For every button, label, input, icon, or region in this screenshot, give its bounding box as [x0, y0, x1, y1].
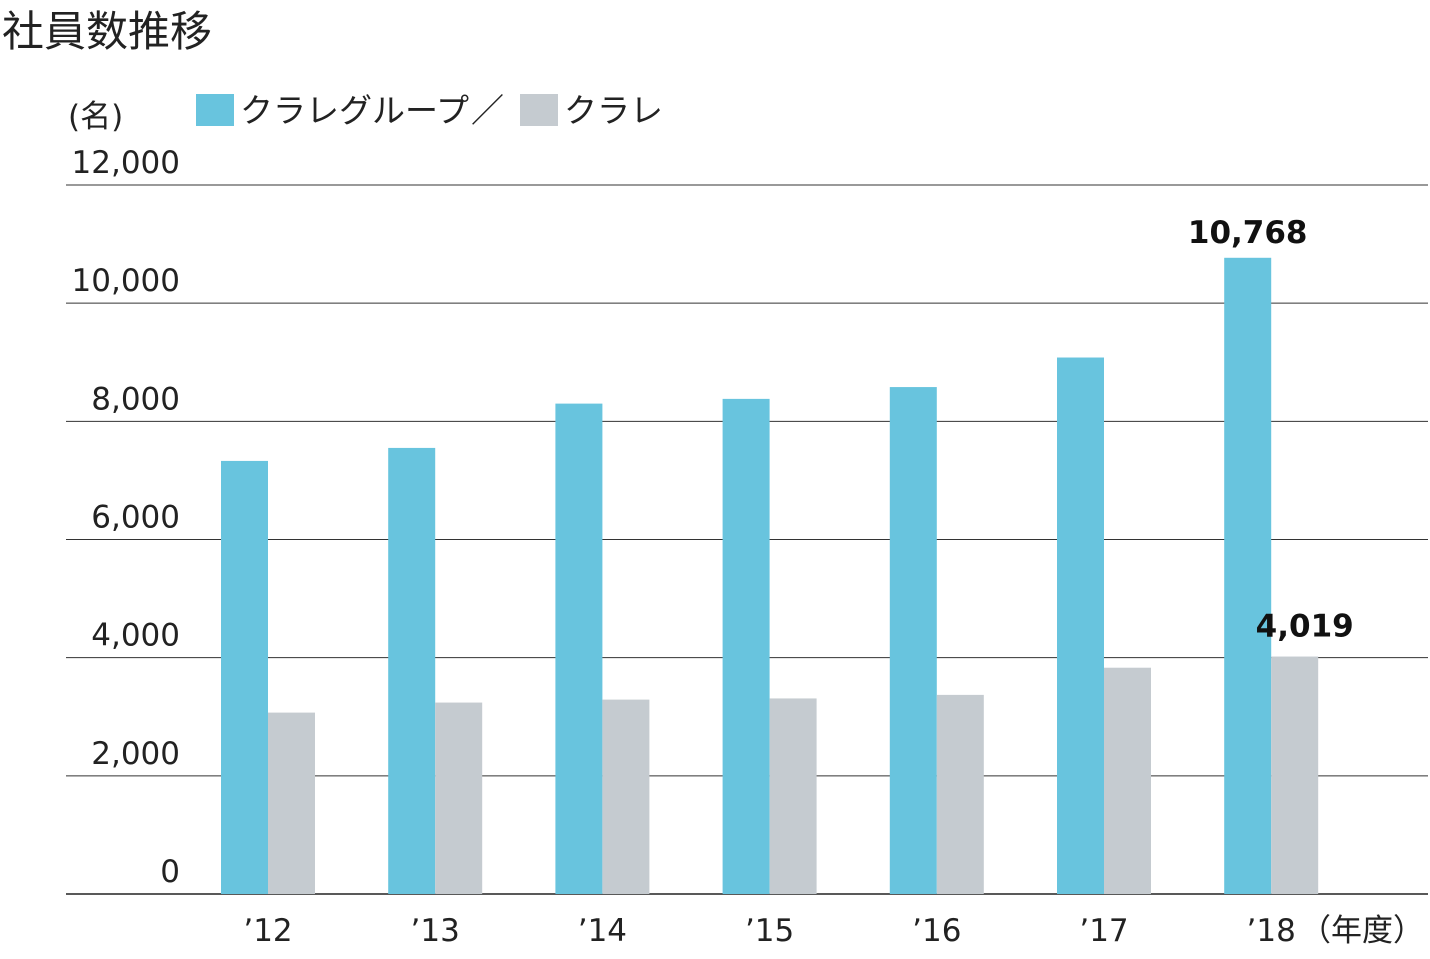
bar-kuraray — [1271, 656, 1319, 894]
bar-group — [221, 460, 268, 894]
x-tick-label: ’15 — [745, 913, 794, 949]
bar-group — [1057, 357, 1104, 895]
bar-kuraray — [268, 712, 315, 894]
x-tick-labels: ’12 ’13 ’14 ’15 ’16 ’17 ’18 — [243, 913, 1296, 949]
y-tick-label: 6,000 — [91, 500, 180, 536]
bar-kuraray — [769, 698, 817, 894]
y-tick-label: 12,000 — [72, 145, 180, 181]
legend-label-kuraray: クラレ — [564, 91, 663, 130]
x-tick-label: ’17 — [1079, 913, 1128, 949]
x-tick-label: ’12 — [243, 913, 292, 949]
legend: クラレグループ ／ クラレ — [196, 91, 663, 130]
value-labels: 10,768 4,019 — [1188, 215, 1354, 645]
bar-kuraray — [602, 699, 650, 894]
y-tick-label: 0 — [160, 854, 180, 890]
y-tick-label: 8,000 — [91, 381, 180, 417]
x-tick-label: ’18 — [1247, 913, 1296, 949]
bar-group — [722, 398, 770, 894]
bar-group — [555, 403, 603, 894]
y-tick-label: 2,000 — [91, 736, 180, 772]
bar-group — [1224, 257, 1272, 895]
x-tick-label: ’13 — [411, 913, 460, 949]
y-tick-labels: 0 2,000 4,000 6,000 8,000 10,000 12,000 — [72, 145, 180, 890]
bar-kuraray — [435, 702, 483, 894]
y-tick-label: 10,000 — [72, 263, 180, 299]
y-tick-label: 4,000 — [91, 618, 180, 654]
x-tick-label: ’14 — [578, 913, 627, 949]
legend-swatch-group — [196, 94, 234, 126]
x-axis-unit: （年度） — [1300, 913, 1424, 949]
chart-title: 社員数推移 — [2, 7, 213, 56]
bar-kuraray — [936, 694, 984, 894]
legend-swatch-kuraray — [520, 94, 558, 126]
legend-label-group: クラレグループ — [240, 91, 469, 130]
value-label-kuraray-2018: 4,019 — [1256, 609, 1354, 645]
x-tick-label: ’16 — [912, 913, 961, 949]
bar-kuraray — [1104, 667, 1151, 894]
legend-separator: ／ — [471, 91, 504, 130]
bar-group — [388, 447, 436, 894]
bars — [221, 257, 1319, 895]
bar-group — [889, 387, 937, 894]
value-label-group-2018: 10,768 — [1188, 215, 1308, 251]
y-axis-label: (名) — [68, 99, 123, 135]
